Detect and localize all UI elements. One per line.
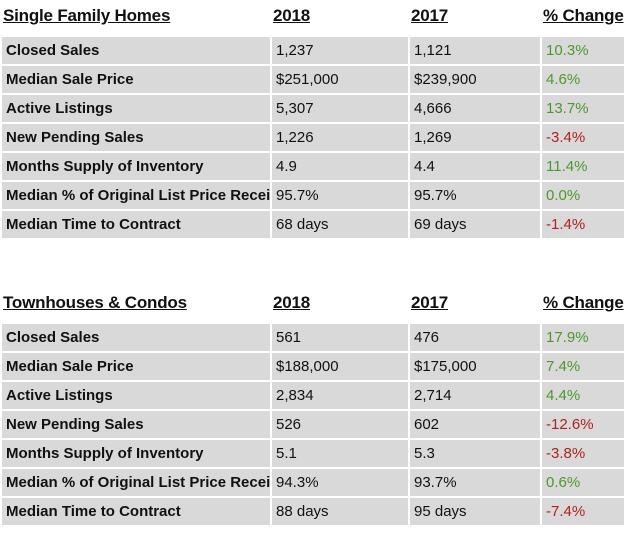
table-header: Townhouses & Condos 2018 2017 % Change — [0, 287, 626, 323]
table-row: New Pending Sales 1,226 1,269 -3.4% — [0, 123, 626, 152]
value-2017: 95 days — [410, 498, 540, 525]
column-header-change: % Change — [543, 6, 624, 25]
table-row: Months Supply of Inventory 5.1 5.3 -3.8% — [0, 439, 626, 468]
table-row: New Pending Sales 526 602 -12.6% — [0, 410, 626, 439]
table-row: Median % of Original List Price Received… — [0, 181, 626, 210]
value-2018: 1,237 — [272, 37, 408, 64]
column-header-2018: 2018 — [273, 6, 311, 25]
column-header-change: % Change — [543, 293, 624, 312]
value-2017: 2,714 — [410, 382, 540, 409]
row-label: Median % of Original List Price Received — [2, 182, 270, 209]
value-2017: 1,121 — [410, 37, 540, 64]
value-2017: 602 — [410, 411, 540, 438]
row-label: Median % of Original List Price Received — [2, 469, 270, 496]
value-2018: 95.7% — [272, 182, 408, 209]
value-2017: $239,900 — [410, 66, 540, 93]
row-label: Active Listings — [2, 95, 270, 122]
percent-change: 4.6% — [542, 66, 624, 93]
row-label: Median Time to Contract — [2, 498, 270, 525]
table-row: Active Listings 5,307 4,666 13.7% — [0, 94, 626, 123]
value-2018: $251,000 — [272, 66, 408, 93]
percent-change: -3.8% — [542, 440, 624, 467]
row-label: New Pending Sales — [2, 411, 270, 438]
table-row: Active Listings 2,834 2,714 4.4% — [0, 381, 626, 410]
value-2018: $188,000 — [272, 353, 408, 380]
percent-change: 0.0% — [542, 182, 624, 209]
percent-change: -12.6% — [542, 411, 624, 438]
percent-change: 17.9% — [542, 324, 624, 351]
row-label: Median Sale Price — [2, 353, 270, 380]
row-label: Months Supply of Inventory — [2, 440, 270, 467]
row-label: Median Sale Price — [2, 66, 270, 93]
percent-change: 11.4% — [542, 153, 624, 180]
value-2017: 93.7% — [410, 469, 540, 496]
table-row: Median Sale Price $251,000 $239,900 4.6% — [0, 65, 626, 94]
percent-change: -1.4% — [542, 211, 624, 238]
table-title: Single Family Homes — [3, 6, 171, 25]
percent-change: 7.4% — [542, 353, 624, 380]
percent-change: -3.4% — [542, 124, 624, 151]
percent-change: 10.3% — [542, 37, 624, 64]
value-2018: 526 — [272, 411, 408, 438]
value-2018: 5,307 — [272, 95, 408, 122]
value-2018: 4.9 — [272, 153, 408, 180]
table-row: Closed Sales 1,237 1,121 10.3% — [0, 36, 626, 65]
value-2017: $175,000 — [410, 353, 540, 380]
townhouses-condos-table: Townhouses & Condos 2018 2017 % Change C… — [0, 287, 626, 526]
value-2018: 2,834 — [272, 382, 408, 409]
value-2018: 94.3% — [272, 469, 408, 496]
table-row: Closed Sales 561 476 17.9% — [0, 323, 626, 352]
column-header-2017: 2017 — [411, 293, 449, 312]
value-2018: 68 days — [272, 211, 408, 238]
percent-change: 13.7% — [542, 95, 624, 122]
table-row: Median % of Original List Price Received… — [0, 468, 626, 497]
value-2017: 5.3 — [410, 440, 540, 467]
table-header: Single Family Homes 2018 2017 % Change — [0, 0, 626, 36]
percent-change: -7.4% — [542, 498, 624, 525]
value-2018: 5.1 — [272, 440, 408, 467]
percent-change: 0.6% — [542, 469, 624, 496]
value-2017: 95.7% — [410, 182, 540, 209]
percent-change: 4.4% — [542, 382, 624, 409]
value-2017: 4.4 — [410, 153, 540, 180]
value-2018: 88 days — [272, 498, 408, 525]
row-label: Closed Sales — [2, 324, 270, 351]
row-label: New Pending Sales — [2, 124, 270, 151]
table-row: Months Supply of Inventory 4.9 4.4 11.4% — [0, 152, 626, 181]
row-label: Active Listings — [2, 382, 270, 409]
table-row: Median Sale Price $188,000 $175,000 7.4% — [0, 352, 626, 381]
value-2017: 4,666 — [410, 95, 540, 122]
table-title: Townhouses & Condos — [3, 293, 187, 312]
row-label: Median Time to Contract — [2, 211, 270, 238]
table-row: Median Time to Contract 68 days 69 days -1.… — [0, 210, 626, 239]
single-family-homes-table: Single Family Homes 2018 2017 % Change C… — [0, 0, 626, 239]
value-2018: 561 — [272, 324, 408, 351]
value-2017: 1,269 — [410, 124, 540, 151]
column-header-2017: 2017 — [411, 6, 449, 25]
column-header-2018: 2018 — [273, 293, 311, 312]
row-label: Months Supply of Inventory — [2, 153, 270, 180]
value-2017: 476 — [410, 324, 540, 351]
value-2018: 1,226 — [272, 124, 408, 151]
row-label: Closed Sales — [2, 37, 270, 64]
value-2017: 69 days — [410, 211, 540, 238]
table-row: Median Time to Contract 88 days 95 days -7.… — [0, 497, 626, 526]
